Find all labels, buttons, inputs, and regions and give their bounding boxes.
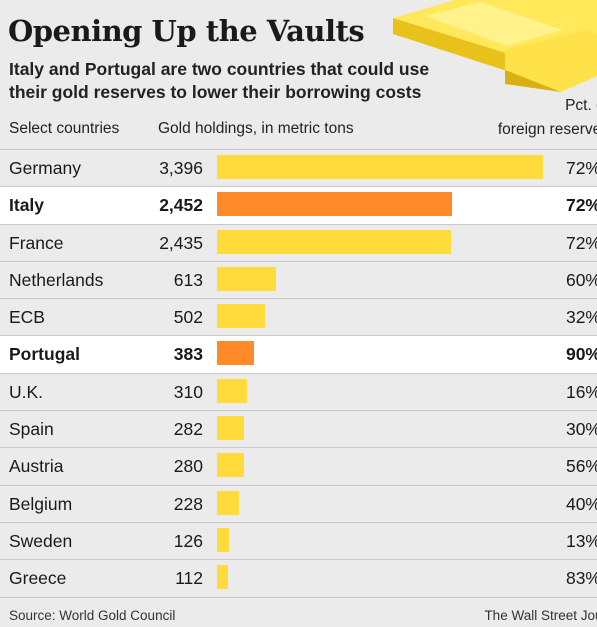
pct-reserves-label: 32% (565, 307, 597, 328)
table-row: ECB 502 32% (0, 299, 597, 337)
chart-title: Opening Up the Vaults (8, 14, 365, 48)
table-row: France 2,435 72% (0, 225, 597, 262)
holdings-value-label: 613 (173, 269, 203, 290)
pct-column-header: Pct. of foreign reserves (498, 94, 597, 142)
table-row: Spain 282 30% (0, 411, 597, 449)
country-label: Greece (9, 568, 67, 589)
table-row: Netherlands 613 60% (0, 262, 597, 300)
credit-note: The Wall Street Journal (484, 608, 597, 623)
pct-reserves-label: 16% (565, 381, 597, 402)
pct-reserves-label: 13% (565, 530, 597, 551)
holdings-bar (217, 453, 244, 478)
country-label: France (9, 232, 64, 253)
holdings-value-label: 383 (173, 344, 203, 365)
holdings-bar (217, 155, 543, 179)
country-label: Italy (9, 195, 45, 216)
holdings-bar (217, 527, 230, 552)
gold-bars-illustration (393, 0, 597, 92)
pct-reserves-label: 83% (565, 568, 597, 589)
holdings-value-label: 502 (173, 307, 203, 328)
table-row: Germany 3,396 72% (0, 150, 597, 188)
country-label: Portugal (9, 344, 80, 365)
holdings-bar (217, 378, 247, 403)
pct-reserves-label: 30% (565, 419, 597, 440)
country-label: U.K. (9, 381, 44, 402)
table-row: Sweden 126 13% (0, 523, 597, 561)
pct-reserves-label: 40% (565, 493, 597, 514)
country-label: Sweden (9, 530, 73, 551)
country-label: Netherlands (9, 269, 104, 290)
holdings-value-label: 126 (173, 530, 203, 551)
pct-reserves-label: 72% (565, 195, 597, 216)
holdings-bar (217, 266, 276, 291)
country-label: ECB (9, 307, 45, 328)
holdings-value-label: 280 (173, 456, 203, 477)
pct-reserves-label: 72% (565, 158, 597, 178)
holdings-bar (217, 416, 245, 441)
holdings-column-header: Gold holdings, in metric tons (158, 120, 354, 137)
chart-subtitle: Italy and Portugal are two countries tha… (9, 59, 430, 102)
pct-reserves-label: 60% (565, 269, 597, 290)
pct-reserves-label: 90% (565, 344, 597, 365)
table-row: Greece 112 83% (0, 560, 597, 598)
table-row: Portugal 383 90% (0, 336, 597, 374)
table-top-rule (0, 149, 597, 150)
holdings-value-label: 2,435 (159, 232, 203, 253)
country-label: Germany (9, 158, 81, 178)
pct-header-line1: Pct. of (565, 97, 597, 114)
holdings-bar (217, 490, 239, 515)
holdings-value-label: 228 (173, 493, 203, 514)
pct-header-line2: foreign reserves (497, 121, 597, 138)
table-row: Belgium 228 40% (0, 486, 597, 523)
holdings-value-label: 310 (173, 381, 203, 402)
chart-rows: Germany 3,396 72% Italy 2,452 72% France 2,435 7… (0, 150, 597, 598)
country-label: Belgium (9, 493, 73, 514)
source-note: Source: World Gold Council (9, 608, 176, 623)
holdings-bar (217, 341, 254, 366)
holdings-value-label: 2,452 (159, 195, 203, 216)
holdings-bar (217, 192, 453, 217)
pct-reserves-label: 72% (565, 232, 597, 253)
country-column-header: Select countries (9, 120, 120, 137)
holdings-bar (217, 304, 266, 329)
country-label: Austria (9, 456, 64, 477)
table-row: U.K. 310 16% (0, 374, 597, 412)
holdings-bar (217, 229, 451, 254)
country-label: Spain (9, 419, 54, 440)
holdings-value-label: 112 (175, 568, 203, 589)
holdings-value-label: 282 (173, 419, 203, 440)
pct-reserves-label: 56% (565, 456, 597, 477)
table-row: Italy 2,452 72% (0, 187, 597, 225)
table-row: Austria 280 56% (0, 448, 597, 486)
holdings-value-label: 3,396 (159, 158, 203, 178)
holdings-bar (217, 565, 228, 590)
